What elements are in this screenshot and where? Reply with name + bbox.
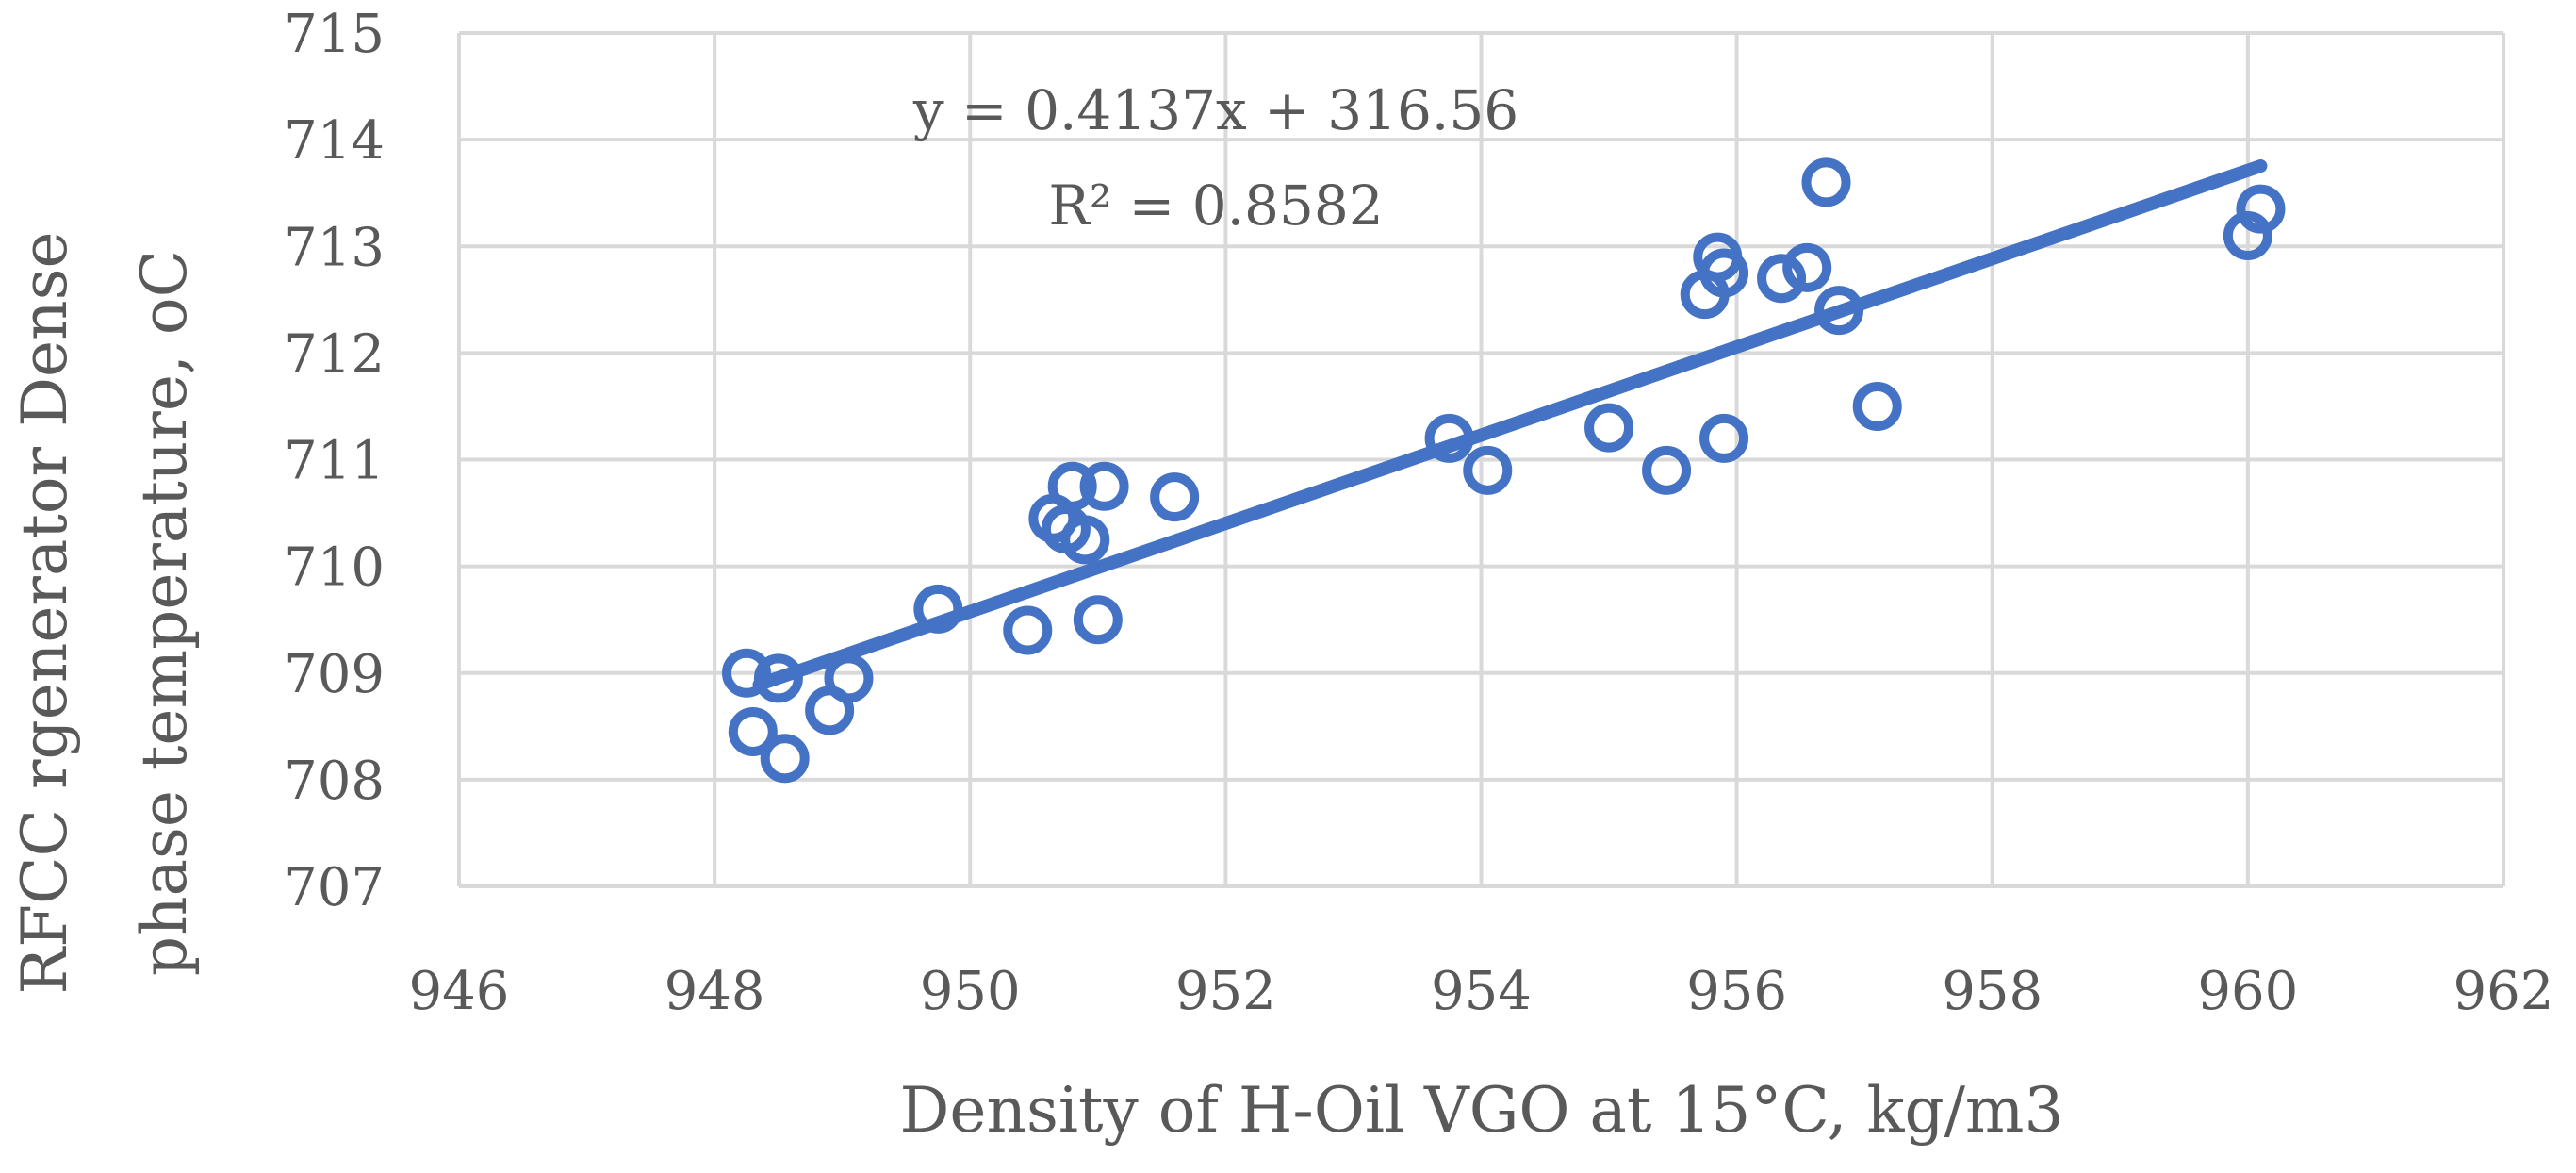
x-tick-label: 948 [665, 961, 765, 1022]
y-tick-label: 707 [284, 857, 385, 918]
y-axis-tick-labels: 707 708 709 710 711 712 713 714 715 [284, 4, 385, 918]
data-point [1801, 157, 1851, 207]
y-axis-title-line-1: RFCC rgenerator Dense [8, 232, 81, 995]
trendline-equation: y = 0.4137x + 316.56 [912, 78, 1518, 142]
data-point [1003, 605, 1053, 655]
x-tick-label: 962 [2453, 961, 2554, 1022]
data-point [1060, 515, 1110, 565]
data-point [1584, 403, 1634, 453]
data-point [1852, 381, 1902, 431]
x-tick-label: 960 [2197, 961, 2298, 1022]
data-point [2236, 184, 2286, 234]
data-point [1047, 461, 1097, 511]
y-tick-label: 708 [284, 751, 385, 812]
trendline-r-squared: R² = 0.8582 [1048, 173, 1383, 238]
data-point [1757, 254, 1807, 304]
x-tick-label: 952 [1175, 961, 1276, 1022]
data-point [1079, 461, 1129, 511]
data-point [1463, 445, 1513, 495]
x-axis-tick-labels: 946 948 950 952 954 956 958 960 962 [409, 961, 2554, 1022]
y-tick-label: 710 [284, 537, 385, 599]
y-tick-label: 715 [284, 4, 385, 65]
data-point [722, 648, 772, 698]
data-points [722, 157, 2286, 784]
data-point [913, 584, 963, 634]
data-point [1782, 242, 1832, 292]
data-point [1073, 595, 1123, 645]
y-tick-label: 713 [284, 217, 385, 278]
data-point [760, 734, 810, 784]
x-axis-title: Density of H-Oil VGO at 15°C, kg/m3 [899, 1074, 2063, 1147]
x-tick-label: 956 [1686, 961, 1787, 1022]
data-point [1699, 413, 1749, 463]
y-axis-title-line-2: phase temperature, oC [128, 250, 201, 976]
trendline [752, 159, 2268, 691]
data-point [1642, 445, 1692, 495]
y-axis-title: RFCC rgenerator Dense phase temperature,… [8, 232, 201, 995]
data-point [1814, 286, 1864, 336]
data-point [2223, 210, 2272, 260]
y-tick-label: 711 [284, 431, 385, 492]
data-point [1424, 413, 1474, 463]
data-point [1150, 472, 1200, 522]
data-point [1699, 248, 1749, 298]
data-point [824, 653, 874, 703]
y-tick-label: 712 [284, 323, 385, 385]
data-point [753, 653, 803, 703]
x-tick-label: 946 [409, 961, 510, 1022]
x-tick-label: 958 [1942, 961, 2043, 1022]
y-tick-label: 714 [284, 110, 385, 172]
y-tick-label: 709 [284, 644, 385, 705]
trendline-group [752, 159, 2268, 691]
x-tick-label: 950 [920, 961, 1021, 1022]
x-tick-label: 954 [1431, 961, 1532, 1022]
data-point [728, 706, 778, 756]
